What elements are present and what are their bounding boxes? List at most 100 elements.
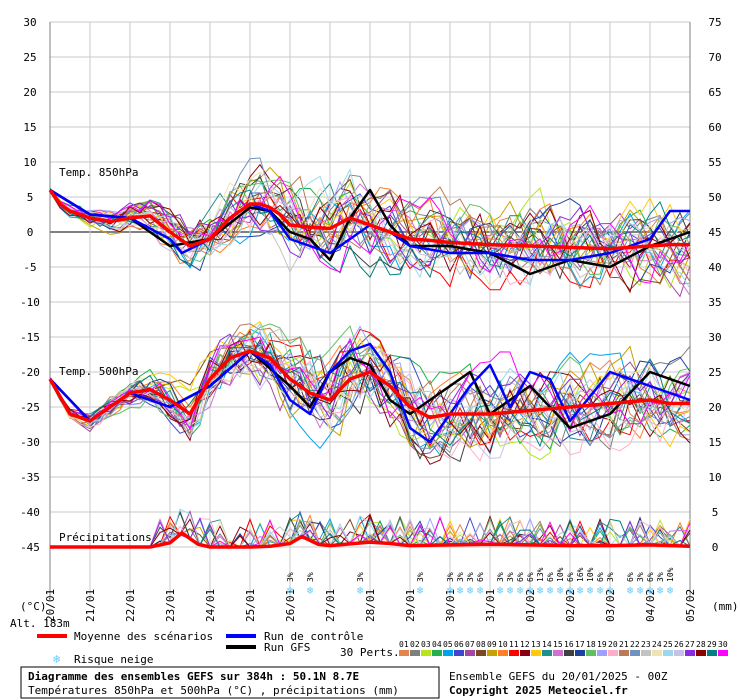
member-swatch bbox=[553, 650, 563, 656]
x-day-label: 02/02 bbox=[564, 589, 577, 622]
member-swatch bbox=[520, 650, 530, 656]
member-number: 26 bbox=[674, 640, 684, 649]
x-day-label: 25/01 bbox=[244, 589, 257, 622]
snow-risk-value: 6% bbox=[546, 572, 555, 582]
legend-snow-label: Risque neige bbox=[74, 653, 153, 666]
plot-grid bbox=[49, 21, 691, 597]
member-swatch bbox=[630, 650, 640, 656]
snowflake-icon: ❄ bbox=[53, 652, 60, 666]
series-line bbox=[48, 188, 690, 251]
y-tick-left: -40 bbox=[20, 506, 40, 519]
y-tick-right: 45 bbox=[708, 226, 721, 239]
y-tick-left: -10 bbox=[20, 296, 40, 309]
member-swatch bbox=[619, 650, 629, 656]
snowflake-icon: ❄ bbox=[587, 584, 594, 597]
legend-gfs-label: Run GFS bbox=[264, 641, 310, 654]
snow-risk-value: 3% bbox=[306, 572, 315, 582]
member-number: 19 bbox=[597, 640, 607, 649]
snowflake-icon: ❄ bbox=[567, 584, 574, 597]
y-tick-right: 40 bbox=[708, 261, 721, 274]
snow-risk-marker: 6% ❄ bbox=[546, 572, 555, 597]
member-swatch bbox=[432, 650, 442, 656]
snow-risk-value: 3% bbox=[466, 572, 475, 582]
snow-risk-value: 3% bbox=[446, 572, 455, 582]
member-swatch bbox=[707, 650, 717, 656]
snowflake-icon: ❄ bbox=[597, 584, 604, 597]
snow-risk-marker: 6% ❄ bbox=[646, 572, 655, 597]
member-number: 16 bbox=[564, 640, 574, 649]
legend: Moyenne des scénarios Run de contrôle Ru… bbox=[37, 630, 728, 666]
y-right-unit: (mm) bbox=[712, 600, 739, 613]
y-tick-right: 50 bbox=[708, 191, 721, 204]
snowflake-icon: ❄ bbox=[457, 584, 464, 597]
member-number: 06 bbox=[454, 640, 464, 649]
y-tick-left: -5 bbox=[23, 261, 36, 274]
snowflake-icon: ❄ bbox=[627, 584, 634, 597]
snowflake-icon: ❄ bbox=[417, 584, 424, 597]
y-tick-left: -45 bbox=[20, 541, 40, 554]
series-line bbox=[50, 531, 691, 549]
member-swatch bbox=[454, 650, 464, 656]
snow-risk-value: 6% bbox=[476, 572, 485, 582]
snow-risk-marker: 3% ❄ bbox=[456, 572, 465, 597]
y-tick-left: -35 bbox=[20, 471, 40, 484]
y-tick-right: 0 bbox=[712, 541, 719, 554]
y-tick-left: 20 bbox=[23, 86, 36, 99]
x-day-label: 27/01 bbox=[324, 589, 337, 622]
x-day-label: 23/01 bbox=[164, 589, 177, 622]
member-swatch bbox=[685, 650, 695, 656]
x-day-label: 01/02 bbox=[524, 589, 537, 622]
member-swatch bbox=[718, 650, 728, 656]
y-tick-right: 15 bbox=[708, 436, 721, 449]
member-number: 18 bbox=[586, 640, 596, 649]
snow-risk-marker: 6% ❄ bbox=[516, 572, 525, 597]
y-tick-right: 60 bbox=[708, 121, 721, 134]
member-number: 13 bbox=[531, 640, 541, 649]
y-tick-right: 5 bbox=[712, 506, 719, 519]
member-number: 20 bbox=[608, 640, 618, 649]
snowflake-icon: ❄ bbox=[557, 584, 564, 597]
member-swatch bbox=[696, 650, 706, 656]
y-tick-left: 5 bbox=[27, 191, 34, 204]
member-swatch bbox=[399, 650, 409, 656]
snow-risk-value: 10% bbox=[586, 567, 595, 582]
snow-risk-value: 6% bbox=[526, 572, 535, 582]
member-number: 11 bbox=[509, 640, 519, 649]
snowflake-icon: ❄ bbox=[507, 584, 514, 597]
snowflake-icon: ❄ bbox=[467, 584, 474, 597]
y-left-unit: (°C) bbox=[20, 600, 47, 613]
member-number: 01 bbox=[399, 640, 409, 649]
snowflake-icon: ❄ bbox=[517, 584, 524, 597]
legend-control-label: Run de contrôle bbox=[264, 630, 363, 643]
snowflake-icon: ❄ bbox=[477, 584, 484, 597]
snow-risk-marker: 13% ❄ bbox=[536, 567, 545, 597]
y-tick-left: -30 bbox=[20, 436, 40, 449]
snowflake-icon: ❄ bbox=[537, 584, 544, 597]
member-number: 08 bbox=[476, 640, 486, 649]
snow-risk-marker: 3% ❄ bbox=[416, 572, 425, 597]
member-swatch bbox=[652, 650, 662, 656]
member-swatch bbox=[443, 650, 453, 656]
snowflake-icon: ❄ bbox=[607, 584, 614, 597]
snow-risk-row: 3%❄3%❄3%❄3%❄3%❄3%❄3%❄6%❄3%❄3%❄6%❄6%❄13%❄… bbox=[286, 567, 675, 597]
ensemble-member-500 bbox=[49, 336, 691, 433]
title-box bbox=[20, 666, 440, 699]
ensemble-member-500 bbox=[49, 350, 691, 446]
member-swatch bbox=[575, 650, 585, 656]
member-number: 12 bbox=[520, 640, 530, 649]
y-tick-right: 25 bbox=[708, 366, 721, 379]
snow-risk-value: 3% bbox=[356, 572, 365, 582]
member-swatch bbox=[608, 650, 618, 656]
snow-risk-value: 3% bbox=[656, 572, 665, 582]
snow-risk-value: 3% bbox=[456, 572, 465, 582]
member-swatch bbox=[421, 650, 431, 656]
snowflake-icon: ❄ bbox=[667, 584, 674, 597]
snowflake-icon: ❄ bbox=[647, 584, 654, 597]
ensemble-member-850 bbox=[49, 168, 691, 289]
member-swatch bbox=[586, 650, 596, 656]
y-tick-right: 70 bbox=[708, 51, 721, 64]
y-tick-right: 35 bbox=[708, 296, 721, 309]
x-axis-day-labels: 20/01 21/01 22/01 23/01 24/01 25/01 26/01 27/01… bbox=[44, 589, 697, 622]
snowflake-icon: ❄ bbox=[577, 584, 584, 597]
